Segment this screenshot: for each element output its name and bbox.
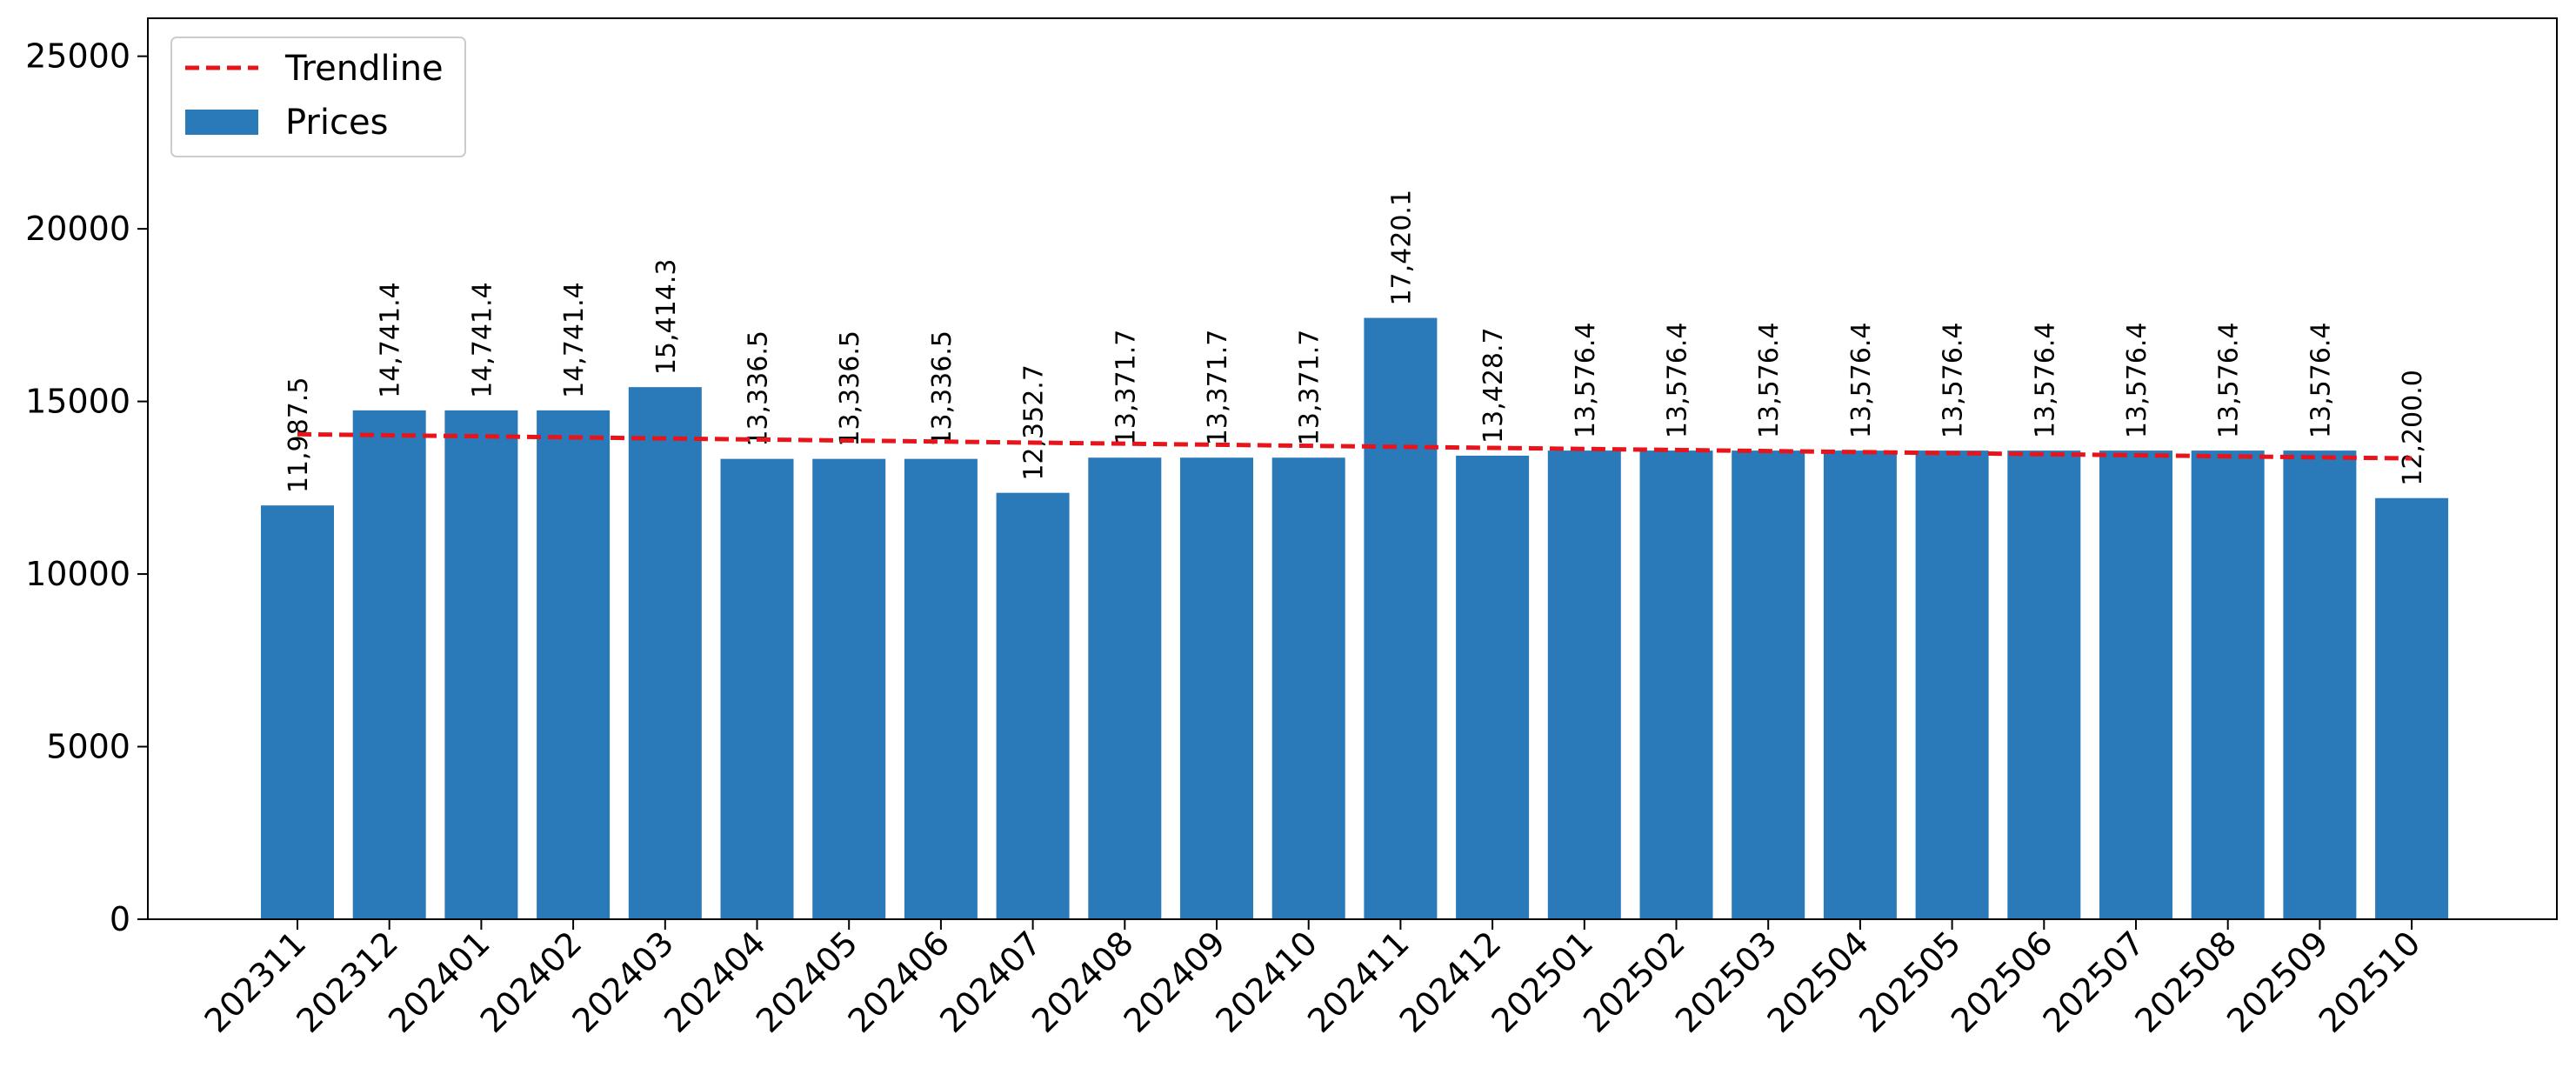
y-tick-label: 15000 <box>25 383 130 421</box>
y-tick-label: 10000 <box>25 555 130 593</box>
x-tick-label: 202507 <box>2036 924 2152 1040</box>
bar <box>537 410 611 919</box>
y-tick-label: 20000 <box>25 210 130 248</box>
bar-value-label: 13,576.4 <box>2214 323 2245 439</box>
x-tick-label: 202502 <box>1576 924 1692 1040</box>
bar-value-label: 14,741.4 <box>467 282 497 398</box>
bar <box>1271 457 1345 919</box>
bar <box>1180 457 1253 919</box>
bar <box>720 458 794 919</box>
bar <box>2099 450 2172 919</box>
bar-value-label: 13,576.4 <box>2030 323 2060 439</box>
bar-value-label: 13,428.7 <box>1478 327 1509 444</box>
y-tick-label: 25000 <box>25 37 130 76</box>
bar-value-label: 13,371.7 <box>1295 330 1325 446</box>
x-tick-label: 202401 <box>381 924 497 1040</box>
bar <box>904 458 978 919</box>
x-tick-label: 202505 <box>1852 924 1968 1040</box>
trendline <box>297 431 2412 461</box>
bar-value-label: 12,352.7 <box>1019 364 1050 481</box>
bar-value-label: 12,200.0 <box>2398 370 2428 486</box>
bar-value-label: 13,336.5 <box>744 330 774 447</box>
bar-value-label: 17,420.1 <box>1386 190 1417 306</box>
bar-value-label: 13,576.4 <box>1571 323 1601 439</box>
x-tick-label: 202510 <box>2312 924 2428 1040</box>
x-tick-label: 202409 <box>1117 924 1233 1040</box>
y-tick-label: 0 <box>110 900 130 938</box>
bar <box>1639 450 1713 919</box>
bar <box>1456 455 1530 919</box>
x-tick-label: 202503 <box>1668 924 1785 1040</box>
bar-value-label: 13,576.4 <box>2306 323 2336 439</box>
bar-series <box>261 317 2449 919</box>
bar <box>2283 450 2357 919</box>
data-labels: 11,987.514,741.4 14,741.4 14,741.4 15,414.3… <box>284 190 2428 493</box>
legend-prices-swatch <box>185 110 258 135</box>
x-tick-label: 202508 <box>2127 924 2244 1040</box>
bar <box>1823 450 1897 919</box>
bar-value-label: 13,371.7 <box>1203 330 1233 446</box>
bar <box>1915 450 1989 919</box>
x-tick-label: 202501 <box>1484 924 1600 1040</box>
bar <box>2007 450 2081 919</box>
bar-value-label: 14,741.4 <box>376 282 406 398</box>
x-tick-label: 202407 <box>932 924 1049 1040</box>
x-tick-label: 202410 <box>1208 924 1325 1040</box>
bar <box>1364 317 1438 919</box>
x-tick-label: 202506 <box>1944 924 2060 1040</box>
bar <box>628 387 702 919</box>
legend-trendline-label: Trendline <box>284 49 444 89</box>
x-tick-label: 202311 <box>197 924 314 1040</box>
bar <box>2191 450 2265 919</box>
bar <box>444 410 518 919</box>
x-tick-label: 202504 <box>1760 924 1877 1040</box>
bar <box>352 410 426 919</box>
x-tick-label: 202402 <box>473 924 590 1040</box>
bar-value-label: 15,414.3 <box>651 259 682 376</box>
bar-value-label: 13,576.4 <box>2122 323 2152 439</box>
bar <box>2375 497 2449 919</box>
bar <box>1088 457 1162 919</box>
x-tick-label: 202509 <box>2219 924 2336 1040</box>
x-tick-label: 202403 <box>564 924 681 1040</box>
x-tick-label: 202405 <box>749 924 865 1040</box>
bar-value-label: 13,576.4 <box>1846 323 1877 439</box>
y-axis: 0 5000 10000 15000 20000 25000 <box>25 37 148 938</box>
bar-value-label: 13,336.5 <box>927 330 958 447</box>
legend-prices-label: Prices <box>285 103 388 143</box>
x-tick-label: 202406 <box>841 924 958 1040</box>
bar <box>261 505 334 919</box>
bar <box>812 458 886 919</box>
plot-frame <box>147 17 2558 920</box>
x-tick-label: 202412 <box>1392 924 1509 1040</box>
trendline-series <box>297 431 2412 461</box>
bar-value-label: 13,576.4 <box>1939 323 1969 439</box>
bar <box>1547 450 1621 919</box>
x-tick-label: 202411 <box>1300 924 1417 1040</box>
x-axis: 2023112023122024012024022024032024042024… <box>197 919 2428 1040</box>
bar-value-label: 13,371.7 <box>1111 330 1141 446</box>
x-tick-label: 202312 <box>289 924 405 1040</box>
bar-value-label: 13,576.4 <box>1663 323 1693 439</box>
bar-value-label: 13,336.5 <box>835 330 865 447</box>
bar <box>996 492 1070 919</box>
bar-value-label: 13,576.4 <box>1754 323 1785 439</box>
x-tick-label: 202408 <box>1024 924 1141 1040</box>
legend: Trendline Prices <box>170 37 466 157</box>
y-tick-label: 5000 <box>46 728 130 766</box>
bar <box>1732 450 1805 919</box>
bar-value-label: 14,741.4 <box>559 282 590 398</box>
x-tick-label: 202404 <box>657 924 773 1040</box>
